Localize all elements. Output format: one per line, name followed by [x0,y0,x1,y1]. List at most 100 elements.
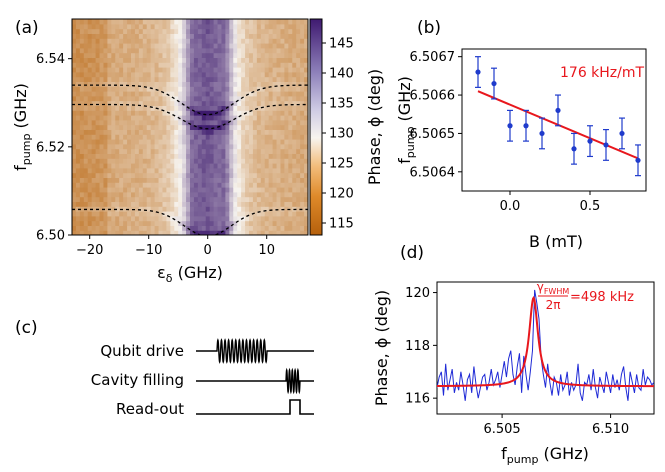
heatmap-cell [182,158,187,164]
heatmap-cell [162,43,167,49]
heatmap-cell [95,124,101,130]
heatmap-cell [280,211,285,217]
heatmap-cell [103,230,108,235]
heatmap-cell [103,110,108,116]
heatmap-cell [150,95,156,102]
heatmap-cell [142,115,148,121]
heatmap-cell [87,47,93,54]
heatmap-cell [79,153,85,159]
heatmap-cell [213,220,219,226]
y-tick-label: 6.5066 [410,89,456,104]
heatmap-cell [284,43,289,49]
heatmap-cell [182,86,187,92]
heatmap-cell [249,57,254,63]
heatmap-cell [304,52,308,58]
heatmap-cell [201,23,207,30]
heatmap-cell [162,86,167,92]
heatmap-cell [276,191,282,198]
heatmap-cell [225,172,230,178]
heatmap-cell [131,225,136,231]
heatmap-cell [249,206,254,212]
heatmap-cell [268,91,274,97]
heatmap-cell [142,86,148,92]
panel-label-d: (d) [400,243,424,263]
heatmap-cell [134,71,140,78]
heatmap-cell [264,182,270,188]
heatmap-cell [162,167,167,174]
heatmap-cell [138,153,144,159]
heatmap-cell [292,191,297,198]
heatmap-cell [205,62,211,68]
heatmap-cell [272,124,278,130]
heatmap-cell [170,182,175,188]
heatmap-cell [237,105,242,111]
heatmap-cell [158,187,164,193]
heatmap-cell [131,163,136,169]
heatmap-cell [272,215,278,222]
scatter-frame [461,48,647,192]
heatmap-cell [190,148,195,154]
heatmap-cell [225,167,230,174]
heatmap-cell [300,115,305,121]
heatmap-cell [260,81,266,87]
heatmap-cell [91,124,97,130]
heatmap-cell [103,225,108,231]
heatmap-cell [233,215,238,222]
heatmap-cell [146,182,152,188]
heatmap-cell [119,191,124,198]
heatmap-cell [296,187,301,193]
heatmap-cell [91,86,97,92]
heatmap-cell [252,28,258,34]
heatmap-cell [123,43,128,49]
heatmap-cell [75,196,81,202]
heatmap-cell [245,153,250,159]
heatmap-cell [115,163,120,169]
heatmap-cell [75,220,81,226]
heatmap-cell [158,206,164,212]
heatmap-cell [146,86,152,92]
heatmap-cell [201,182,207,188]
heatmap-cell [115,124,120,130]
heatmap-cell [115,23,120,30]
heatmap-cell [284,191,289,198]
heatmap-cell [87,19,93,25]
heatmap-cell [237,76,242,82]
heatmap-cell [241,57,246,63]
y-tick-label: 6.54 [36,52,65,67]
heatmap-cell [280,119,285,126]
heatmap-cell [115,33,120,39]
heatmap-cell [146,115,152,121]
heatmap-cell [213,206,219,212]
heatmap-cell [142,19,148,25]
heatmap-cell [178,95,183,102]
heatmap-cell [217,177,223,183]
heatmap-cell [256,110,262,116]
heatmap-cell [304,33,308,39]
heatmap-cell [272,105,278,111]
heatmap-cell [75,23,81,30]
heatmap-cell [288,110,293,116]
heatmap-cell [229,225,234,231]
heatmap-cell [252,67,258,73]
heatmap-cell [91,47,97,54]
heatmap-cell [225,81,230,87]
heatmap-cell [300,167,305,174]
heatmap-cell [209,124,215,130]
heatmap-cell [221,100,226,106]
heatmap-cell [79,62,85,68]
heatmap-cell [87,230,93,235]
heatmap-cell [170,86,175,92]
y-tick-label: 118 [405,339,430,354]
heatmap-cell [158,52,164,58]
heatmap-cell [229,47,234,54]
heatmap-cell [225,119,230,126]
read-out-pulse [196,399,314,415]
heatmap-cell [193,28,199,34]
heatmap-cell [190,225,195,231]
heatmap-cell [221,129,226,135]
heatmap-cell [268,158,274,164]
heatmap-cell [225,215,230,222]
heatmap-cell [178,105,183,111]
heatmap-cell [79,225,85,231]
heatmap-cell [127,129,132,135]
